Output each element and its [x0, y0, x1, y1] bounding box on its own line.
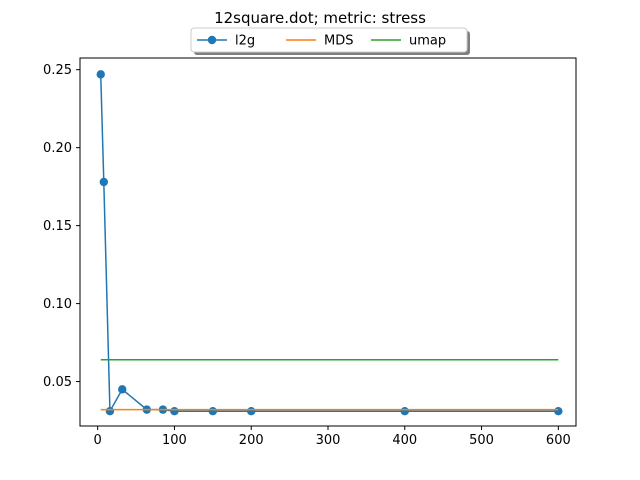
data-point-l2g-0: [96, 70, 105, 79]
data-point-l2g-7: [208, 406, 218, 416]
x-tick-label-2: 200: [239, 433, 264, 448]
series-line-l2g: [99, 74, 559, 414]
plot-area: [96, 70, 563, 416]
data-point-l2g-6: [170, 406, 179, 416]
legend-marker-l2g: [207, 35, 217, 45]
legend-label-MDS: MDS: [324, 34, 353, 49]
legend: l2g MDS umap: [190, 27, 470, 55]
x-tick-label-0: 0: [94, 433, 102, 448]
x-tick-label-6: 600: [546, 433, 571, 448]
axes: 0 100 200 300 400 500 600 0.05 0.10 0.15 0.20 0.25: [43, 57, 577, 448]
y-tick-label-1: 0.10: [43, 297, 72, 312]
data-point-l2g-1: [99, 177, 109, 187]
data-point-l2g-2: [105, 406, 115, 416]
y-tick-label-4: 0.25: [43, 63, 72, 78]
chart-title: 12square.dot; metric: stress: [214, 9, 426, 27]
data-point-l2g-3: [118, 385, 127, 394]
legend-box: [190, 27, 468, 53]
x-tick-label-3: 300: [316, 433, 341, 448]
y-tick-label-3: 0.20: [43, 141, 72, 156]
x-tick-label-4: 400: [392, 433, 417, 448]
x-tick-label-1: 100: [162, 433, 187, 448]
data-point-l2g-9: [400, 406, 409, 416]
y-tick-label-0: 0.05: [43, 375, 72, 390]
plot-frame: [79, 57, 577, 427]
legend-label-umap: umap: [409, 34, 446, 49]
x-tick-label-5: 500: [469, 433, 494, 448]
data-point-l2g-10: [554, 406, 563, 416]
data-point-l2g-8: [247, 406, 256, 416]
legend-label-l2g: l2g: [235, 34, 255, 49]
y-tick-label-2: 0.15: [43, 219, 72, 234]
